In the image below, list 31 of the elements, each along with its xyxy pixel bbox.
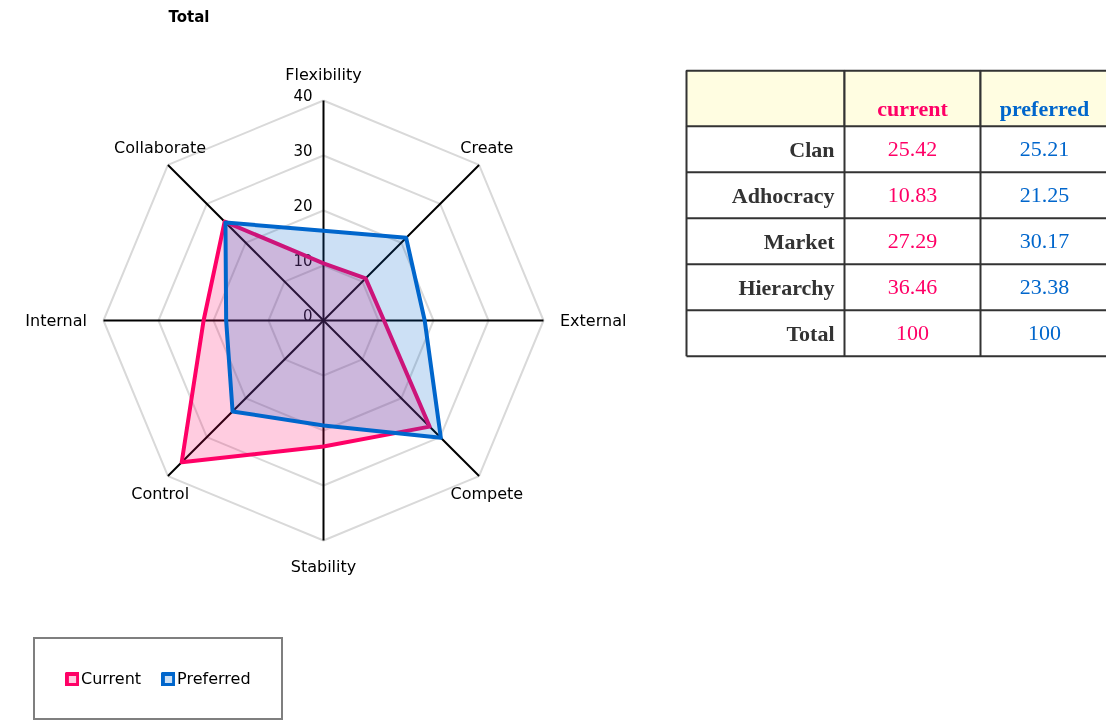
data-label: 21.25 bbox=[1019, 182, 1070, 208]
spoke-label: Stability bbox=[290, 557, 357, 576]
data-label: 25.42 bbox=[887, 136, 938, 162]
spoke-label: External bbox=[560, 311, 627, 330]
data-label: 27.29 bbox=[887, 228, 938, 254]
data-label: 23.38 bbox=[1019, 274, 1070, 300]
legend-label: Preferred bbox=[177, 669, 251, 688]
chart-title: Total bbox=[168, 7, 210, 26]
spoke-label: Compete bbox=[450, 483, 524, 503]
legend-label: preferred bbox=[999, 95, 1090, 121]
spoke-label: Internal bbox=[25, 311, 88, 330]
category-label: Adhocracy bbox=[731, 182, 835, 208]
data-label: 100 bbox=[1028, 320, 1061, 346]
y-tick-label: 20 bbox=[293, 196, 313, 215]
category-label: Total bbox=[786, 320, 835, 346]
data-label: 100 bbox=[896, 320, 929, 346]
data-label: 30.17 bbox=[1019, 228, 1070, 254]
data-label: 10.83 bbox=[887, 182, 938, 208]
spoke-label: Control bbox=[131, 483, 190, 503]
spoke-label: Collaborate bbox=[114, 138, 207, 158]
legend-label: Current bbox=[81, 669, 142, 688]
spoke-label: Create bbox=[460, 138, 514, 158]
category-label: Clan bbox=[789, 136, 835, 162]
y-tick-label: 30 bbox=[293, 141, 313, 160]
spoke-label: Flexibility bbox=[285, 65, 362, 84]
y-tick-label: 40 bbox=[293, 86, 313, 105]
data-label: 36.46 bbox=[887, 274, 938, 300]
data-label: 25.21 bbox=[1019, 136, 1070, 162]
category-label: Market bbox=[763, 228, 836, 254]
legend-label: current bbox=[877, 95, 949, 121]
category-label: Hierarchy bbox=[738, 274, 835, 300]
